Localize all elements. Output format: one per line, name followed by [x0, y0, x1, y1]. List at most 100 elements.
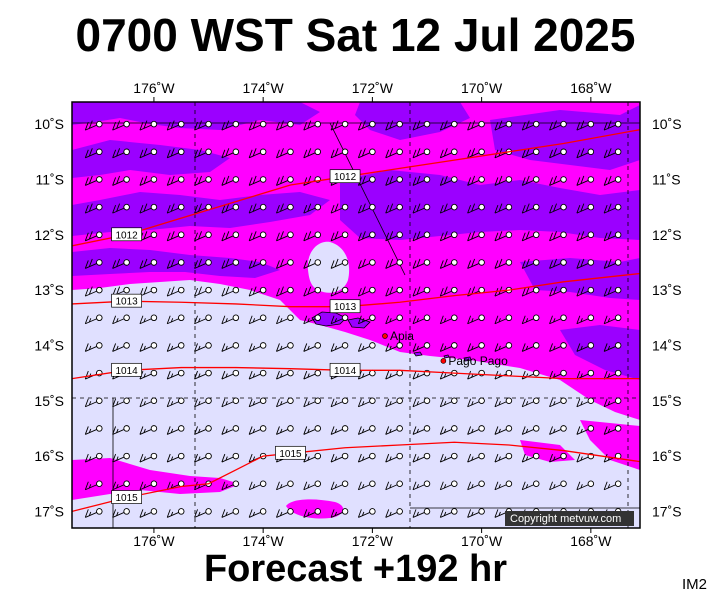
wind-barb — [330, 508, 349, 518]
wind-barb — [576, 480, 595, 491]
wind-barb — [439, 452, 458, 463]
wind-barb — [248, 342, 267, 352]
wind-barb — [467, 175, 485, 186]
wind-barb — [221, 148, 240, 159]
wind-barb — [221, 369, 240, 380]
wind-barb — [549, 231, 567, 242]
wind-barb — [494, 425, 513, 435]
lat-tick-label: 12˚S — [652, 227, 682, 243]
wind-barb — [412, 342, 431, 352]
wind-barb — [276, 231, 294, 242]
wind-barb — [303, 397, 322, 408]
wind-barb — [385, 120, 403, 131]
wind-barb — [84, 314, 103, 325]
wind-barb — [139, 120, 158, 131]
wind-barb — [139, 148, 158, 159]
wind-barb — [467, 397, 485, 408]
wind-barb — [603, 480, 622, 491]
wind-barb — [330, 452, 349, 463]
wind-barb — [112, 452, 130, 463]
lat-tick-label: 11˚S — [35, 171, 64, 187]
wind-barb — [385, 397, 403, 408]
longitude-ticks-bottom: 176˚W 174˚W 172˚W 170˚W 168˚W — [133, 528, 612, 549]
wind-barb — [412, 480, 431, 491]
wind-barb — [521, 175, 540, 186]
wind-barb — [521, 258, 540, 269]
wind-barb — [385, 231, 403, 242]
wind-barb — [467, 480, 485, 491]
wind-barb — [385, 175, 403, 186]
wind-barb — [139, 425, 158, 435]
wind-barbs — [84, 120, 622, 518]
wind-barb — [194, 203, 212, 214]
wind-barb — [276, 480, 294, 491]
wind-barb — [494, 314, 513, 325]
wind-barb — [494, 120, 513, 131]
wind-barb — [576, 286, 595, 297]
wind-barb — [385, 286, 403, 297]
lat-tick-label: 14˚S — [652, 337, 682, 353]
wind-barb — [303, 369, 322, 380]
wind-barb — [467, 120, 485, 131]
wind-barb — [139, 175, 158, 186]
wind-barb — [576, 258, 595, 269]
wind-barb — [549, 452, 567, 463]
wind-barb — [248, 175, 267, 186]
wind-barb — [603, 258, 622, 269]
wind-barb — [549, 203, 567, 214]
wind-barb — [576, 148, 595, 159]
wind-barb — [139, 397, 158, 408]
wind-barb — [439, 231, 458, 242]
wind-barb — [248, 397, 267, 408]
wind-barb — [303, 480, 322, 491]
strong-wind-areas — [72, 102, 640, 380]
wind-barb — [439, 148, 458, 159]
wind-barb — [112, 425, 130, 435]
wind-barb — [549, 120, 567, 131]
wind-barb — [412, 508, 431, 518]
wind-barb — [248, 314, 267, 325]
lon-tick-label: 170˚W — [461, 80, 503, 96]
isobar-label: 1015 — [275, 445, 306, 460]
wind-barb — [166, 397, 185, 408]
wind-barb — [303, 508, 322, 518]
wind-barb — [112, 508, 130, 518]
place-markers: Apia Pago Pago — [382, 329, 508, 368]
wind-barb — [385, 425, 403, 435]
svg-text:1013: 1013 — [115, 297, 138, 308]
wind-barb — [357, 203, 376, 214]
wind-barb — [603, 286, 622, 297]
wind-barb — [248, 480, 267, 491]
wind-barb — [166, 120, 185, 131]
wind-barb — [357, 231, 376, 242]
wind-barb — [603, 120, 622, 131]
wind-barb — [303, 342, 322, 352]
wind-barb — [112, 148, 130, 159]
wind-barb — [84, 480, 103, 491]
wind-barb — [139, 480, 158, 491]
wind-barb — [194, 286, 212, 297]
forecast-label: Forecast +192 hr — [203, 548, 508, 590]
wind-barb — [84, 231, 103, 242]
wind-barb — [139, 258, 158, 269]
wind-barb — [166, 148, 185, 159]
wind-barb — [576, 425, 595, 435]
wind-barb — [194, 425, 212, 435]
wind-barb — [303, 203, 322, 214]
image-code: IM2 — [681, 576, 707, 593]
lon-tick-label: 172˚W — [352, 80, 394, 96]
wind-barb — [549, 175, 567, 186]
place-name: Pago Pago — [448, 354, 508, 368]
wind-barb — [248, 258, 267, 269]
wind-barb — [576, 369, 595, 380]
wind-barb — [330, 120, 349, 131]
lat-tick-label: 14˚S — [34, 337, 64, 353]
wind-barb — [84, 452, 103, 463]
wind-barb — [303, 286, 322, 297]
wind-barb — [576, 203, 595, 214]
wind-barb — [194, 148, 212, 159]
isobars: 1012 1012 1013 1013 1014 1014 1015 1015 — [72, 129, 640, 513]
wind-barb — [521, 342, 540, 352]
wind-barb — [576, 342, 595, 352]
wind-barb — [221, 314, 240, 325]
